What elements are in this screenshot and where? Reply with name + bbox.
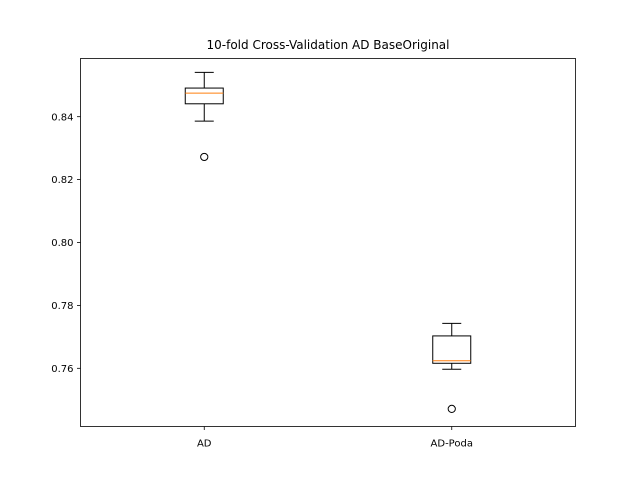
x-tick-label: AD	[197, 439, 212, 450]
x-tick-label: AD-Poda	[431, 439, 473, 450]
box-group	[184, 71, 224, 162]
axes-frame	[80, 58, 576, 427]
x-axis: AD AD-Poda	[197, 426, 473, 450]
y-tick-label: 0.78	[51, 301, 73, 312]
y-tick-label: 0.80	[51, 238, 73, 249]
y-tick-label: 0.82	[51, 175, 73, 186]
y-tick-label: 0.84	[51, 112, 73, 123]
outlier-point	[447, 404, 456, 413]
box-iqr	[432, 335, 472, 364]
y-axis: 0.76 0.78 0.80 0.82 0.84	[51, 112, 81, 375]
box-iqr	[184, 87, 224, 105]
outlier-point	[200, 152, 209, 162]
box-group	[432, 322, 472, 413]
chart-title: 10-fold Cross-Validation AD BaseOriginal	[207, 38, 450, 52]
y-tick-label: 0.76	[51, 364, 73, 375]
plot-area	[184, 71, 472, 413]
